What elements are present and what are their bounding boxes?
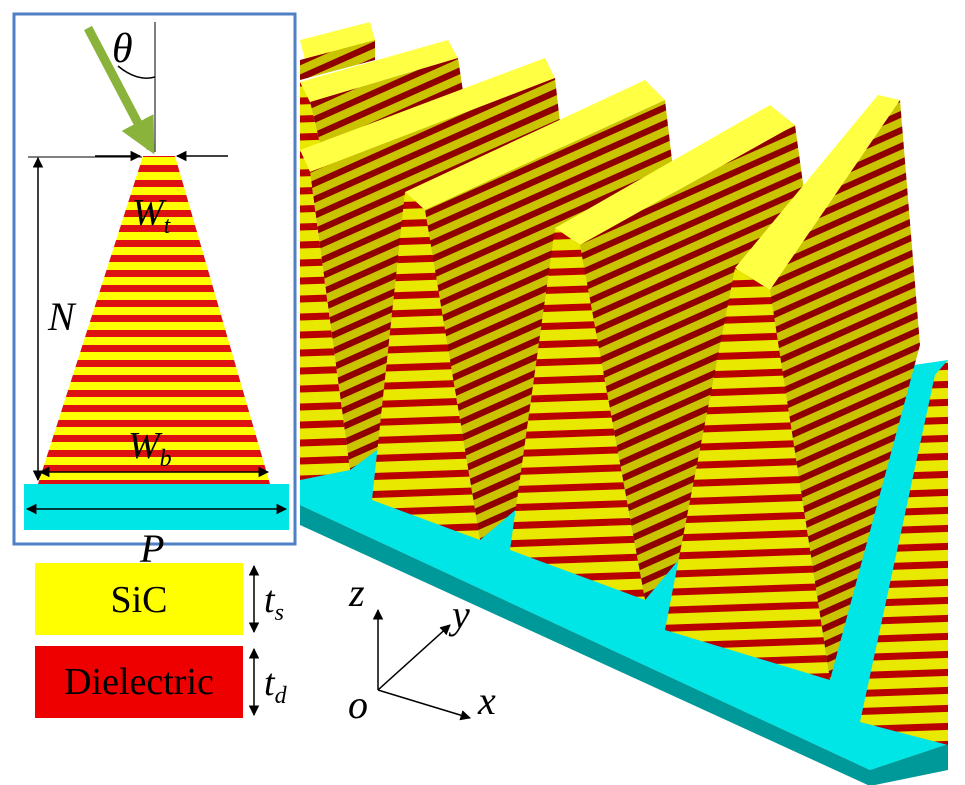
dielectric-legend-text: Dielectric — [64, 661, 214, 703]
ridge-1 — [300, 22, 375, 80]
ridge-6 — [665, 95, 920, 680]
incident-light-arrow — [84, 25, 155, 155]
x-axis-line — [377, 689, 472, 721]
coordinate-axes: z y x o — [348, 570, 496, 727]
ts-label: ts — [264, 579, 284, 626]
td-label: td — [264, 662, 288, 709]
x-axis-label: x — [477, 678, 496, 723]
material-legend: SiC Dielectric ts td — [35, 563, 288, 718]
wb-label: Wb — [128, 425, 172, 472]
z-axis-label: z — [348, 570, 365, 615]
sic-legend-text: SiC — [110, 579, 167, 621]
theta-label: θ — [112, 26, 133, 72]
y-axis-line — [377, 624, 451, 691]
origin-label: o — [348, 682, 368, 727]
cross-section-inset: θ Wt N Wb P — [12, 12, 297, 571]
y-axis-label: y — [448, 592, 470, 637]
n-label: N — [47, 294, 77, 339]
wt-label: Wt — [132, 192, 172, 239]
dielectric-swatch — [35, 646, 243, 718]
inset-substrate — [24, 484, 289, 530]
sic-swatch — [35, 563, 243, 635]
inset-trapezoid-stack — [38, 156, 270, 484]
angle-arc — [117, 65, 156, 79]
ridge-7 — [860, 360, 948, 745]
